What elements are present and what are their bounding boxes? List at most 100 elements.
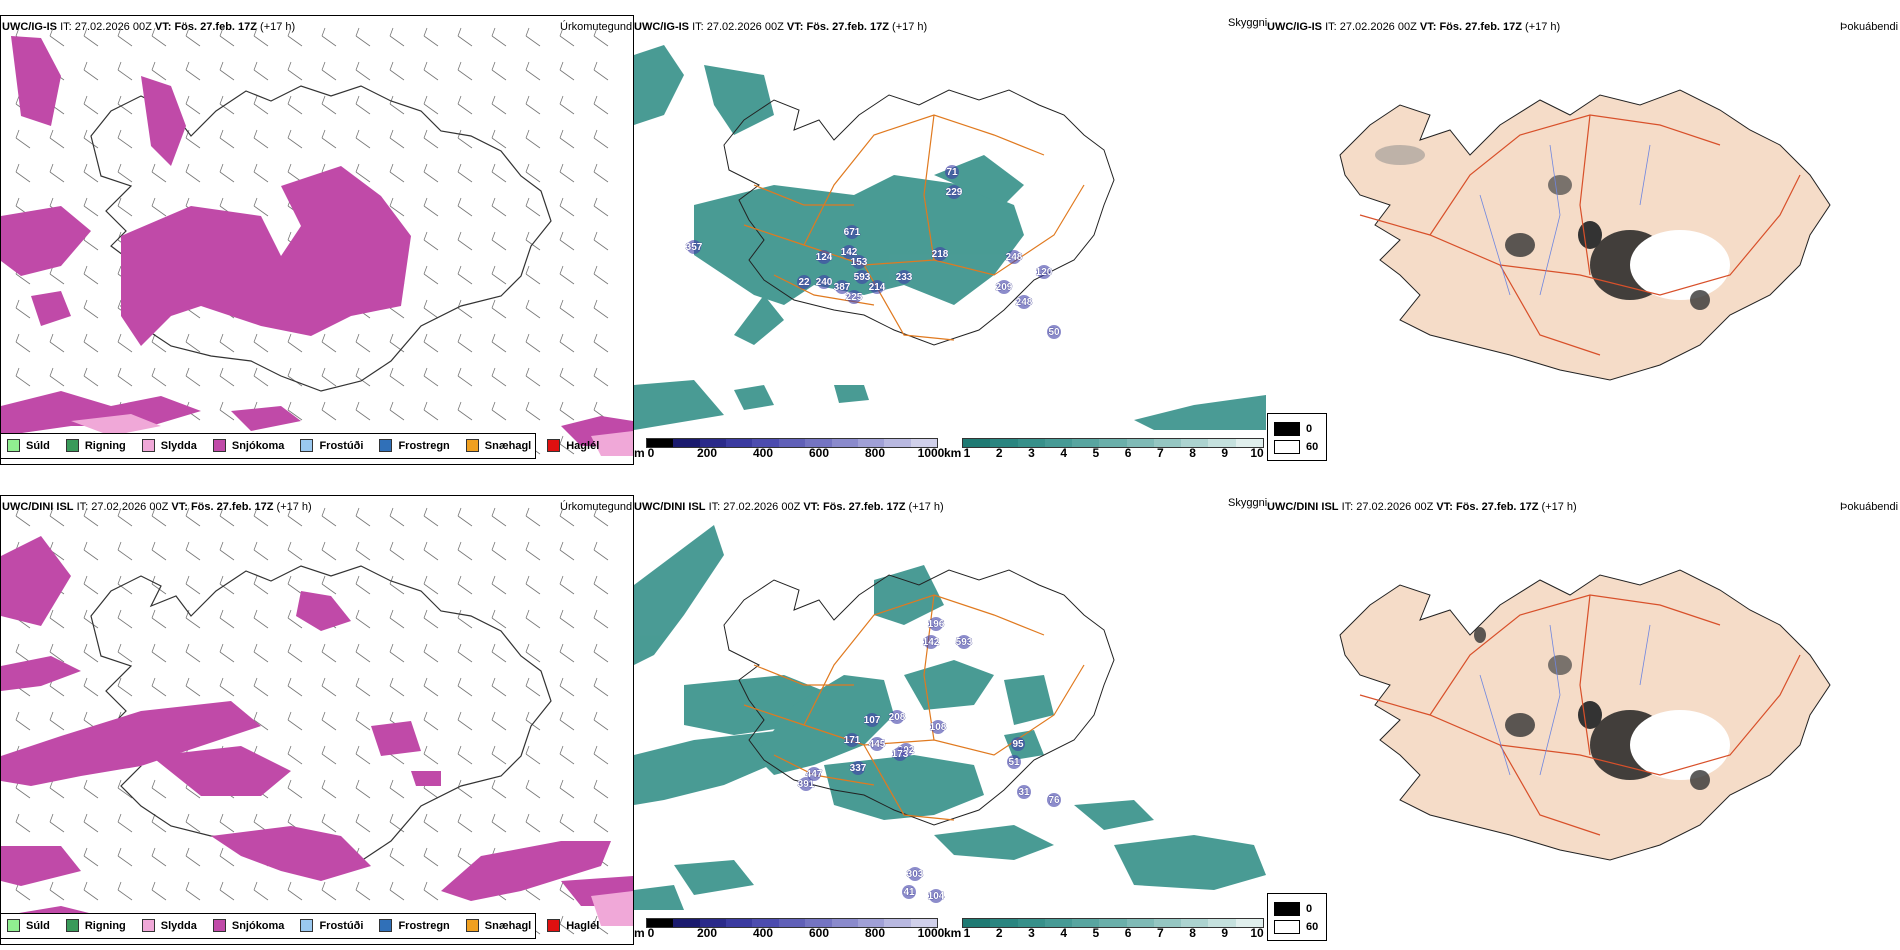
low-visibility-areas [634, 525, 1266, 910]
wind-barb [117, 881, 133, 901]
wind-barb [389, 507, 405, 527]
legend-label: Slydda [160, 439, 197, 452]
wind-barb [457, 643, 473, 663]
colorbar-segment [699, 919, 727, 927]
colorbar-tick: 1000 [917, 926, 945, 940]
precip-map-1[interactable] [0, 15, 634, 465]
colorbar-segment [884, 439, 911, 447]
wind-barb [287, 27, 303, 47]
wind-barb [219, 677, 235, 697]
wind-barb [117, 813, 133, 833]
wind-barb [559, 609, 575, 629]
height-mark [870, 280, 884, 294]
legend-label: Rigning [84, 439, 126, 452]
wind-barb [491, 129, 507, 149]
wind-barb [525, 197, 541, 217]
wind-barb [559, 27, 575, 47]
colorbar-segment [805, 919, 832, 927]
colorbar-tick: 9 [1221, 926, 1229, 940]
wind-barb [423, 745, 439, 765]
wind-barb [559, 265, 575, 285]
wind-barb [83, 163, 99, 183]
colorbar-tick: 600 [808, 926, 830, 940]
wind-barb [117, 609, 133, 629]
height-value-label: 196 [928, 619, 945, 630]
fog-title-2: Þokuábendi [1840, 501, 1899, 513]
colorbar-segment [884, 919, 911, 927]
wind-barb [457, 265, 473, 285]
wind-barb [491, 401, 507, 421]
colorbar-segment [647, 439, 674, 447]
colorbar-tick: 600 [808, 446, 830, 460]
legend-label: Snæhagl [484, 439, 532, 452]
wind-barb [287, 609, 303, 629]
wind-barb [287, 881, 303, 901]
height-colorbar-1 [646, 438, 938, 448]
wind-barb [423, 711, 439, 731]
wind-barb [49, 779, 65, 799]
wind-barb [423, 27, 439, 47]
legend-label: Frostúði [319, 439, 364, 452]
wind-barb [491, 61, 507, 81]
height-value-label: 357 [686, 242, 703, 253]
wind-barb [287, 779, 303, 799]
fog-legend-swatch [1274, 440, 1300, 454]
height-value-label: 229 [946, 187, 963, 198]
wind-barb [151, 677, 167, 697]
wind-barb [117, 847, 133, 867]
height-value-label: 214 [869, 282, 886, 293]
colorbar-segment [963, 439, 991, 447]
height-mark [835, 280, 849, 294]
legend-swatch [212, 439, 226, 452]
height-mark [931, 720, 945, 734]
colorbar-tick: 4 [1060, 926, 1067, 940]
wind-barb [287, 61, 303, 81]
legend-swatch [300, 919, 314, 932]
fog-map-1[interactable] [1300, 35, 1860, 425]
legend-swatch [465, 439, 479, 452]
legend-swatch [212, 919, 226, 932]
colorbar-segment [831, 919, 858, 927]
wind-barb [457, 507, 473, 527]
colorbar-segment [1126, 439, 1154, 447]
precip-legend-item: Slydda [141, 919, 197, 932]
colorbar-tick: 800 [864, 446, 886, 460]
fog-map-2[interactable] [1300, 515, 1860, 905]
precip-header-2: UWC/DINI ISL IT: 27.02.2026 00Z VT: Fös.… [2, 501, 312, 513]
fog-legend-1: 0 60 [1267, 413, 1327, 461]
height-mark [1047, 793, 1061, 807]
colorbar-tick: 2 [995, 446, 1003, 460]
wind-barb [389, 401, 405, 421]
wind-barb [593, 745, 609, 765]
height-mark [947, 185, 961, 199]
colorbar-segment [910, 919, 937, 927]
precip-legend-item: Rigning [65, 919, 126, 932]
wind-barb [559, 881, 575, 901]
wind-barb [457, 367, 473, 387]
colorbar-tick: 7 [1156, 926, 1164, 940]
wind-barb [423, 847, 439, 867]
wind-barb [457, 847, 473, 867]
wind-barb [389, 367, 405, 387]
legend-label: Snjókoma [231, 439, 285, 452]
colorbar-tick: 1000 [917, 446, 945, 460]
vis-map-1[interactable]: 357 671 142 124 153 218 248 120 229 71 22 240 387 593… [634, 35, 1266, 430]
precip-title-1: Úrkomutegund [560, 21, 633, 33]
wind-barb [185, 163, 201, 183]
precip-legend-1: Súld Rigning Slydda Snjókoma Frostúði Frostre… [0, 433, 599, 459]
wind-barb [151, 609, 167, 629]
wind-barb [491, 163, 507, 183]
precip-map-2[interactable] [0, 495, 634, 945]
wind-barb [219, 95, 235, 115]
height-mark [957, 635, 971, 649]
wind-barb [389, 677, 405, 697]
legend-label: Súld [26, 439, 50, 452]
vis-unit-1: km [944, 446, 962, 460]
fog-header-1: UWC/IG-IS IT: 27.02.2026 00Z VT: Fös. 27… [1267, 21, 1561, 33]
wind-barb [593, 27, 609, 47]
wind-barb [83, 129, 99, 149]
wind-barb [355, 27, 371, 47]
wind-barb [559, 575, 575, 595]
precip-legend-item: Rigning [65, 439, 126, 452]
